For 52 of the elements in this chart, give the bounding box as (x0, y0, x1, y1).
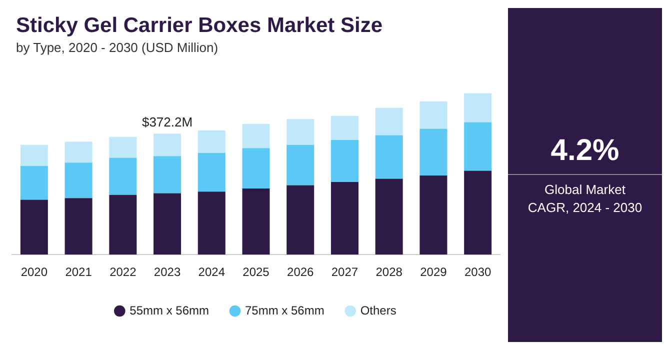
bar (198, 130, 226, 153)
x-tick-label: 2022 (110, 265, 137, 280)
chart-subtitle: by Type, 2020 - 2030 (USD Million) (16, 40, 220, 55)
bar (198, 192, 226, 255)
x-tick-label: 2026 (287, 265, 314, 280)
bar (464, 93, 492, 122)
bar (20, 166, 48, 200)
bar (286, 144, 314, 186)
text: 4.2% (550, 134, 620, 168)
bar (154, 156, 182, 194)
x-tick-label: 2024 (198, 265, 226, 280)
annotation: $372.2M (142, 114, 193, 130)
legend-label: 75mm x 56mm (244, 303, 324, 318)
bar (464, 170, 492, 255)
x-tick-label: 2030 (464, 265, 492, 280)
bar (420, 101, 448, 129)
legend-label: Others (360, 303, 396, 318)
bar (109, 194, 137, 255)
bar (242, 124, 270, 148)
bar (375, 135, 403, 179)
bar (64, 142, 92, 163)
x-tick-label: 2020 (20, 265, 48, 280)
bar (375, 108, 403, 136)
bar (420, 128, 448, 176)
bar (330, 182, 358, 255)
bar (20, 200, 48, 255)
bar (420, 176, 448, 255)
bar (375, 178, 403, 255)
bar (286, 185, 314, 255)
bar (198, 152, 226, 192)
bar (330, 116, 358, 140)
x-tick-label: 2028 (376, 265, 403, 280)
text: Global Market CAGR, 2024 - 2030 (508, 174, 662, 216)
x-tick-label: 2025 (242, 265, 270, 280)
bar (109, 136, 137, 158)
bar (154, 134, 182, 156)
x-tick-label: 2027 (331, 265, 358, 280)
bar (154, 193, 182, 255)
chart-title: Sticky Gel Carrier Boxes Market Size (16, 14, 384, 38)
bar (286, 119, 314, 145)
legend-label: 55mm x 56mm (130, 303, 210, 318)
bar (242, 148, 270, 188)
x-tick-label: 2029 (420, 265, 448, 280)
bar (64, 198, 92, 255)
bar (464, 122, 492, 171)
bar (109, 158, 137, 195)
x-tick-label: 2023 (154, 265, 181, 280)
bar (64, 162, 92, 198)
bar (242, 188, 270, 255)
x-tick-label: 2021 (65, 265, 92, 280)
bar (20, 144, 48, 166)
bar (330, 140, 358, 182)
